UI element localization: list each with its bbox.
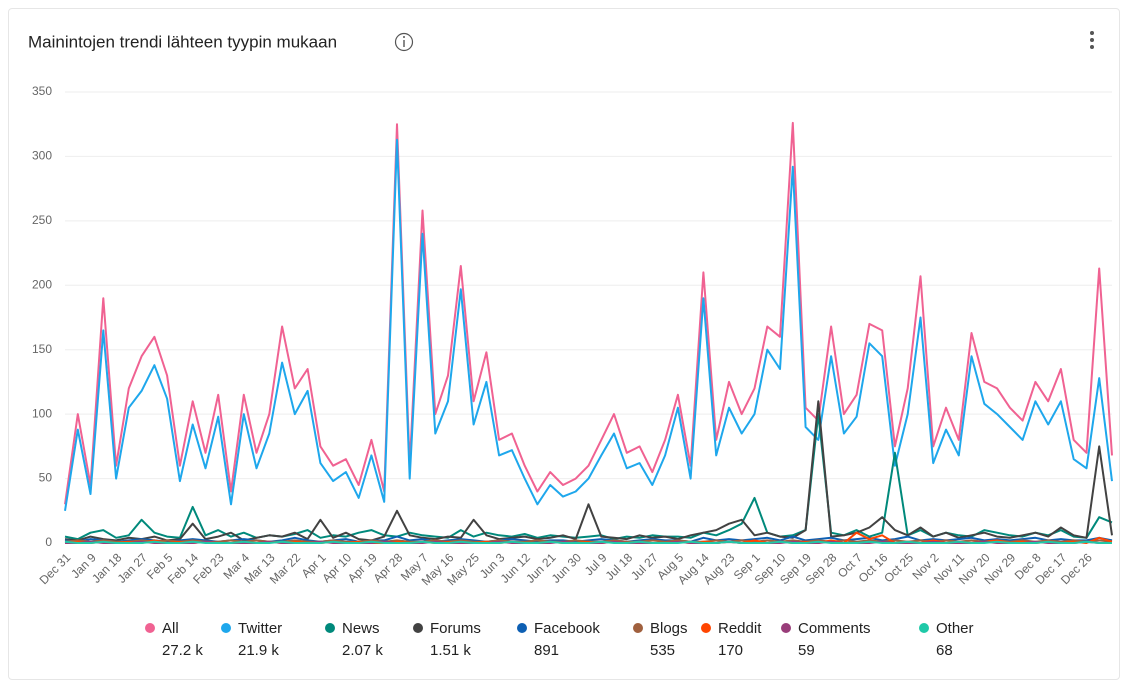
legend-total: 2.07 k xyxy=(342,642,383,659)
x-tick-label: Apr 28 xyxy=(370,550,405,585)
series-line xyxy=(64,540,1112,544)
legend-dot xyxy=(413,623,423,633)
legend-label: Other xyxy=(936,620,974,637)
legend-dot xyxy=(517,623,527,633)
y-tick-label: 350 xyxy=(32,84,52,98)
legend-dot xyxy=(145,623,155,633)
legend-label: Forums xyxy=(430,620,481,637)
info-icon[interactable] xyxy=(394,32,414,52)
legend-label: Blogs xyxy=(650,620,688,637)
series-line xyxy=(64,121,1113,505)
legend-dot xyxy=(221,623,231,633)
y-tick-label: 100 xyxy=(32,406,52,420)
legend-dot xyxy=(781,623,791,633)
series-line xyxy=(64,138,1113,511)
legend-total: 21.9 k xyxy=(238,642,279,659)
legend-total: 68 xyxy=(936,642,953,659)
legend-label: News xyxy=(342,620,380,637)
card xyxy=(8,8,1120,680)
legend-item[interactable]: Forums 1.51 k xyxy=(413,620,481,659)
chart-title: Mainintojen trendi lähteen tyypin mukaan xyxy=(28,32,337,51)
legend-label: Facebook xyxy=(534,620,600,637)
legend-total: 59 xyxy=(798,642,815,659)
legend-total: 535 xyxy=(650,642,675,659)
legend-total: 891 xyxy=(534,642,559,659)
series-line xyxy=(64,400,1113,542)
legend-dot xyxy=(701,623,711,633)
y-tick-label: 250 xyxy=(32,213,52,227)
legend-item[interactable]: Blogs 535 xyxy=(633,620,688,659)
x-tick-label: Jan 27 xyxy=(115,550,151,586)
series-line xyxy=(64,535,1113,543)
legend-label: All xyxy=(162,620,179,637)
legend-item[interactable]: News 2.07 k xyxy=(325,620,383,659)
y-tick-label: 300 xyxy=(32,149,52,163)
menu-button[interactable] xyxy=(1090,31,1094,49)
x-tick-label: Dec 31 xyxy=(37,550,74,587)
legend-label: Comments xyxy=(798,620,871,637)
y-tick-label: 50 xyxy=(39,471,53,485)
legend-item[interactable]: All 27.2 k xyxy=(145,620,203,659)
legend-dot xyxy=(633,623,643,633)
legend-total: 27.2 k xyxy=(162,642,203,659)
legend-item[interactable]: Twitter 21.9 k xyxy=(221,620,282,659)
x-tick-label: Jun 30 xyxy=(549,550,585,586)
x-tick-label: Jul 18 xyxy=(603,550,636,583)
legend-item[interactable]: Other 68 xyxy=(919,620,974,659)
legend-total: 1.51 k xyxy=(430,642,471,659)
x-tick-label: Jul 27 xyxy=(628,550,661,583)
legend-item[interactable]: Reddit 170 xyxy=(701,620,762,659)
legend-label: Twitter xyxy=(238,620,282,637)
legend-label: Reddit xyxy=(718,620,762,637)
legend-item[interactable]: Comments 59 xyxy=(781,620,871,659)
legend-item[interactable]: Facebook 891 xyxy=(517,620,600,659)
y-tick-label: 150 xyxy=(32,342,52,356)
x-tick-label: Oct 25 xyxy=(881,550,916,585)
legend-total: 170 xyxy=(718,642,743,659)
y-tick-label: 0 xyxy=(45,535,52,549)
legend-dot xyxy=(919,623,929,633)
legend-dot xyxy=(325,623,335,633)
y-tick-label: 200 xyxy=(32,277,52,291)
